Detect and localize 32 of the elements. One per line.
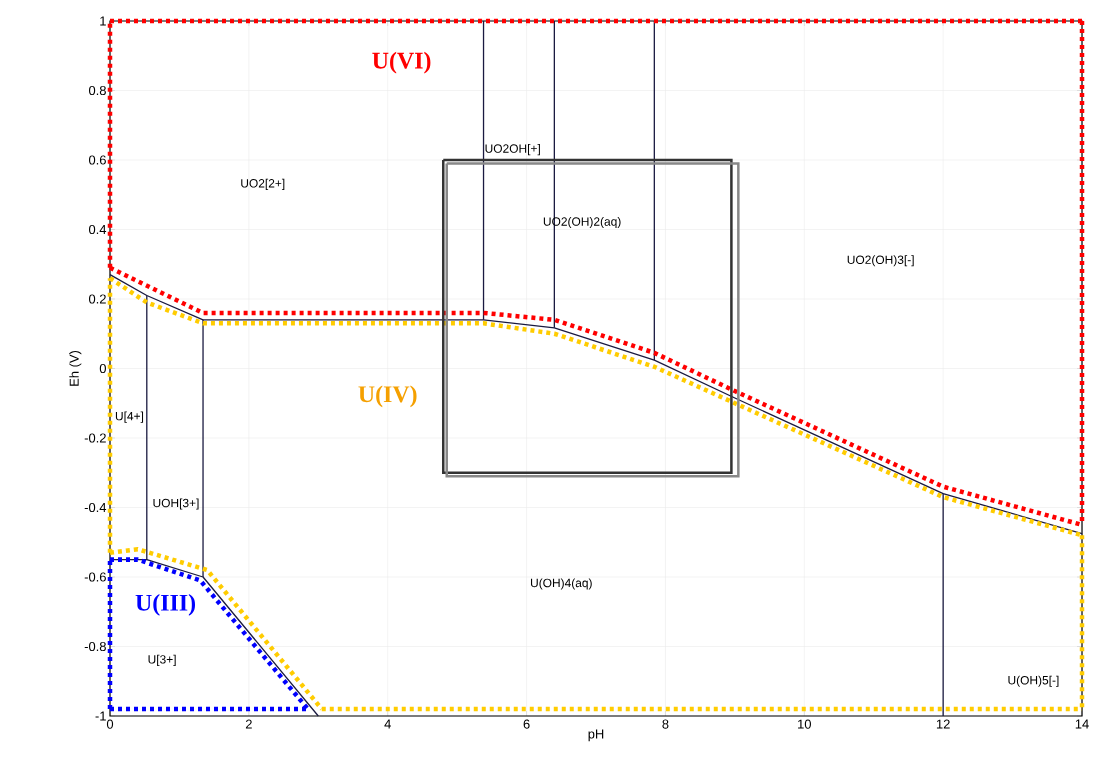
x-tick-label: 0 — [106, 719, 114, 729]
y-tick-label: -0.8 — [84, 641, 106, 652]
y-tick-label: 0 — [99, 363, 106, 374]
annotation: UO2OH[+] — [485, 144, 540, 156]
y-tick-label: -0.6 — [84, 572, 106, 582]
x-tick-label: 14 — [1075, 719, 1089, 729]
x-tick-label: 2 — [245, 719, 252, 729]
x-axis-title: pH — [588, 729, 604, 742]
annotation: U[4+] — [115, 411, 144, 423]
x-tick-label: 8 — [662, 719, 669, 729]
x-tick-label: 4 — [384, 719, 391, 729]
annotation: UO2(OH)3[-] — [847, 255, 914, 267]
y-tick-label: 0.4 — [88, 224, 107, 235]
annotation: UOH[3+] — [153, 498, 199, 510]
y-tick-label: -0.4 — [84, 502, 107, 513]
x-tick-label: 10 — [798, 719, 811, 729]
x-tick-label: 6 — [523, 719, 530, 729]
annotation: U(III) — [135, 593, 196, 616]
y-tick-label: -1 — [95, 711, 106, 721]
annotation: U(VI) — [372, 51, 431, 74]
y-tick-label: 1 — [100, 16, 106, 26]
y-tick-label: 0.8 — [88, 85, 106, 96]
x-tick-label: 12 — [936, 719, 950, 729]
annotation: U[3+] — [148, 654, 176, 666]
annotation: U(OH)5[-] — [1008, 675, 1059, 687]
y-axis-title: Eh (V) — [69, 350, 82, 386]
annotation: U(IV) — [358, 385, 417, 408]
y-tick-label: -0.2 — [84, 433, 106, 443]
y-tick-label: 0.2 — [88, 294, 106, 304]
annotation: UO2[2+] — [241, 178, 285, 190]
annotation: U(OH)4(aq) — [530, 578, 592, 590]
y-tick-label: 0.6 — [88, 155, 106, 165]
